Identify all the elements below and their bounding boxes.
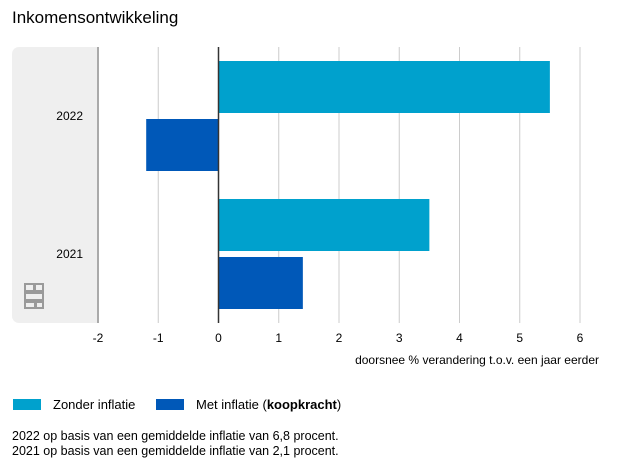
x-axis-label: doorsnee % verandering t.o.v. een jaar e… <box>355 353 599 367</box>
category-label: 2022 <box>56 109 83 123</box>
bar <box>218 199 430 251</box>
x-tick-label: -2 <box>93 331 104 345</box>
footnote-2021: 2021 op basis van een gemiddelde inflati… <box>12 444 339 458</box>
bar <box>218 257 303 309</box>
cbs-logo-icon <box>24 283 44 309</box>
x-tick-label: 1 <box>275 331 282 345</box>
legend-label-zonder-inflatie: Zonder inflatie <box>53 397 136 412</box>
legend-swatch-met-inflatie <box>156 399 184 410</box>
bar <box>146 119 219 171</box>
legend-label-met-inflatie: Met inflatie (koopkracht) <box>196 397 342 412</box>
bar <box>218 61 550 113</box>
legend-item-zonder-inflatie: Zonder inflatie <box>13 397 135 412</box>
x-tick-label: 0 <box>215 331 222 345</box>
footnotes: 2022 op basis van een gemiddelde inflati… <box>12 429 339 459</box>
x-tick-label: 5 <box>516 331 523 345</box>
legend-swatch-zonder-inflatie <box>13 399 41 410</box>
x-tick-label: -1 <box>153 331 164 345</box>
bar-chart: -2 -1 0 1 2 3 4 5 6 2022 2021 doorsnee % veranderin… <box>12 47 599 367</box>
x-tick-label: 4 <box>456 331 463 345</box>
x-tick-label: 2 <box>336 331 343 345</box>
chart-title: Inkomensontwikkeling <box>12 8 179 27</box>
legend-item-met-inflatie: Met inflatie (koopkracht) <box>156 397 341 412</box>
x-tick-label: 3 <box>396 331 403 345</box>
x-tick-label: 6 <box>577 331 584 345</box>
category-panel-edge <box>60 47 97 323</box>
footnote-2022: 2022 op basis van een gemiddelde inflati… <box>12 429 339 443</box>
category-label: 2021 <box>56 247 83 261</box>
